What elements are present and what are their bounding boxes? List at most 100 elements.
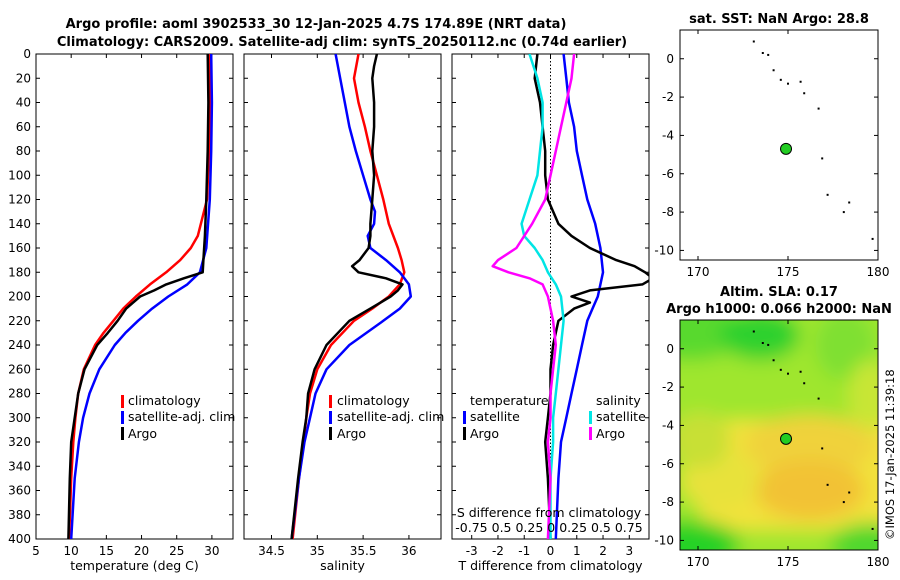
- legend-swatch-s-satellite: [589, 411, 592, 424]
- legend-swatch-satellite: [329, 411, 332, 424]
- secondary-axis-label: S difference from climatology: [457, 505, 642, 520]
- legend-swatch-satellite: [121, 411, 124, 424]
- island-marker: [817, 397, 820, 400]
- x-tick-label: 1: [573, 544, 581, 558]
- series-line-t-satellite: [554, 54, 605, 539]
- island-marker: [871, 237, 874, 240]
- depth-axis: 0 20 40 60 80 100 120 140 160 180 200 220 240 260 280 3…: [8, 47, 31, 546]
- legend-swatch-climatology: [121, 395, 124, 408]
- x-tick-label: 35.5: [350, 544, 377, 558]
- series-group: [67, 54, 214, 539]
- series-line-satellite-adj-clim: [290, 54, 413, 539]
- map-y-tick-label: -2: [662, 380, 674, 394]
- x-tick-label: 30: [204, 544, 219, 558]
- x-tick-label: 20: [134, 544, 149, 558]
- x-tick-label: 0: [547, 544, 555, 558]
- legend-label-satellite: satellite-adj. clim: [128, 409, 235, 424]
- depth-tick-label: 340: [8, 459, 31, 473]
- argo-position-marker: [780, 142, 793, 155]
- plot-frame: [243, 53, 442, 540]
- sla-heatmap: [680, 320, 878, 550]
- argo-position-marker: [780, 432, 793, 445]
- sst-map-title: sat. SST: NaN Argo: 28.8: [689, 12, 869, 27]
- sst-map: 170 175 180 0 -2 -4 -6 -8 -10: [654, 29, 889, 279]
- legend-swatch-t-argo: [463, 427, 466, 440]
- legend-swatch-argo: [329, 427, 332, 440]
- legend-label-climatology: climatology: [337, 393, 410, 408]
- x-tick-label: 2: [599, 544, 607, 558]
- series-group: [491, 54, 649, 539]
- map-y-tick-label: -6: [662, 167, 674, 181]
- legend-swatch-s-argo: [589, 427, 592, 440]
- series-line-argo: [67, 54, 210, 539]
- map-frame: [679, 319, 879, 551]
- x-tick-label: -2: [492, 544, 504, 558]
- island-marker: [803, 382, 806, 385]
- map-y-tick-label: 0: [666, 342, 674, 356]
- depth-tick-label: 80: [16, 144, 31, 158]
- island-marker: [842, 501, 845, 504]
- depth-tick-label: 140: [8, 217, 31, 231]
- legend-label-t-satellite: satellite: [470, 409, 520, 424]
- depth-tick-label: 0: [23, 47, 31, 61]
- temperature-legend: climatology satellite-adj. clim Argo: [121, 393, 235, 441]
- salinity-legend: climatology satellite-adj. clim Argo: [329, 393, 444, 441]
- island-marker: [779, 78, 782, 81]
- map-y-tick-label: -8: [662, 495, 674, 509]
- legend-swatch-climatology: [329, 395, 332, 408]
- legend-label-climatology: climatology: [128, 393, 201, 408]
- depth-tick-label: 120: [8, 193, 31, 207]
- map-x-tick-label: 170: [687, 555, 710, 569]
- map-y-tick-label: -8: [662, 205, 674, 219]
- island-marker: [761, 342, 764, 344]
- legend-label-s-satellite: satellite: [596, 409, 646, 424]
- series-line-s-argo: [491, 54, 576, 539]
- map-background: [680, 30, 878, 260]
- salinity-panel: 34.5 35 35.5 36 salinity: [243, 53, 442, 573]
- x-tick-label: 34.5: [258, 544, 285, 558]
- series-line-satellite-adj-clim: [69, 54, 214, 539]
- depth-tick-label: 40: [16, 96, 31, 110]
- depth-tick-label: 20: [16, 71, 31, 85]
- depth-tick-label: 260: [8, 362, 31, 376]
- difference-legend: temperature satellite Argo salinity sate…: [463, 393, 646, 441]
- x-tick-label: 10: [64, 544, 79, 558]
- island-marker: [772, 359, 775, 362]
- x-tick-label: 5: [32, 544, 40, 558]
- x-tick-label: 15: [99, 544, 114, 558]
- island-marker: [821, 157, 824, 160]
- depth-tick-label: 60: [16, 120, 31, 134]
- x-axis-label: temperature (deg C): [70, 558, 199, 573]
- island-marker: [772, 69, 775, 72]
- island-marker: [799, 80, 802, 83]
- series-line-argo: [290, 54, 404, 539]
- legend-swatch-argo: [121, 427, 124, 440]
- legend-label-s-argo: Argo: [596, 426, 625, 441]
- legend-title-temperature: temperature: [470, 393, 549, 408]
- island-marker: [767, 53, 770, 56]
- island-marker: [787, 82, 789, 85]
- figure-title-line2: Climatology: CARS2009. Satellite-adj cli…: [57, 35, 627, 50]
- island-marker: [787, 372, 789, 375]
- x-tick-label: 36: [401, 544, 416, 558]
- island-marker: [848, 201, 851, 204]
- legend-label-argo: Argo: [128, 426, 157, 441]
- island-marker: [752, 40, 755, 43]
- depth-tick-label: 400: [8, 532, 31, 546]
- map-y-tick-label: -4: [662, 128, 674, 142]
- legend-label-argo: Argo: [337, 426, 366, 441]
- legend-title-salinity: salinity: [596, 393, 641, 408]
- island-marker: [826, 483, 829, 486]
- island-marker: [871, 527, 874, 530]
- depth-tick-label: 100: [8, 168, 31, 182]
- island-marker: [826, 193, 829, 196]
- depth-tick-label: 240: [8, 338, 31, 352]
- imos-watermark: ©IMOS 17-Jan-2025 11:39:18: [883, 369, 897, 540]
- island-marker: [842, 211, 845, 214]
- altimetry-map: 170 175 180 0 -2 -4 -6 -8 -10: [654, 319, 889, 569]
- legend-label-t-argo: Argo: [470, 426, 499, 441]
- island-marker: [848, 491, 851, 494]
- series-line-s-satellite: [520, 54, 565, 539]
- altimetry-map-title-line2: Argo h1000: 0.066 h2000: NaN: [666, 302, 892, 317]
- x-tick-label: -1: [518, 544, 530, 558]
